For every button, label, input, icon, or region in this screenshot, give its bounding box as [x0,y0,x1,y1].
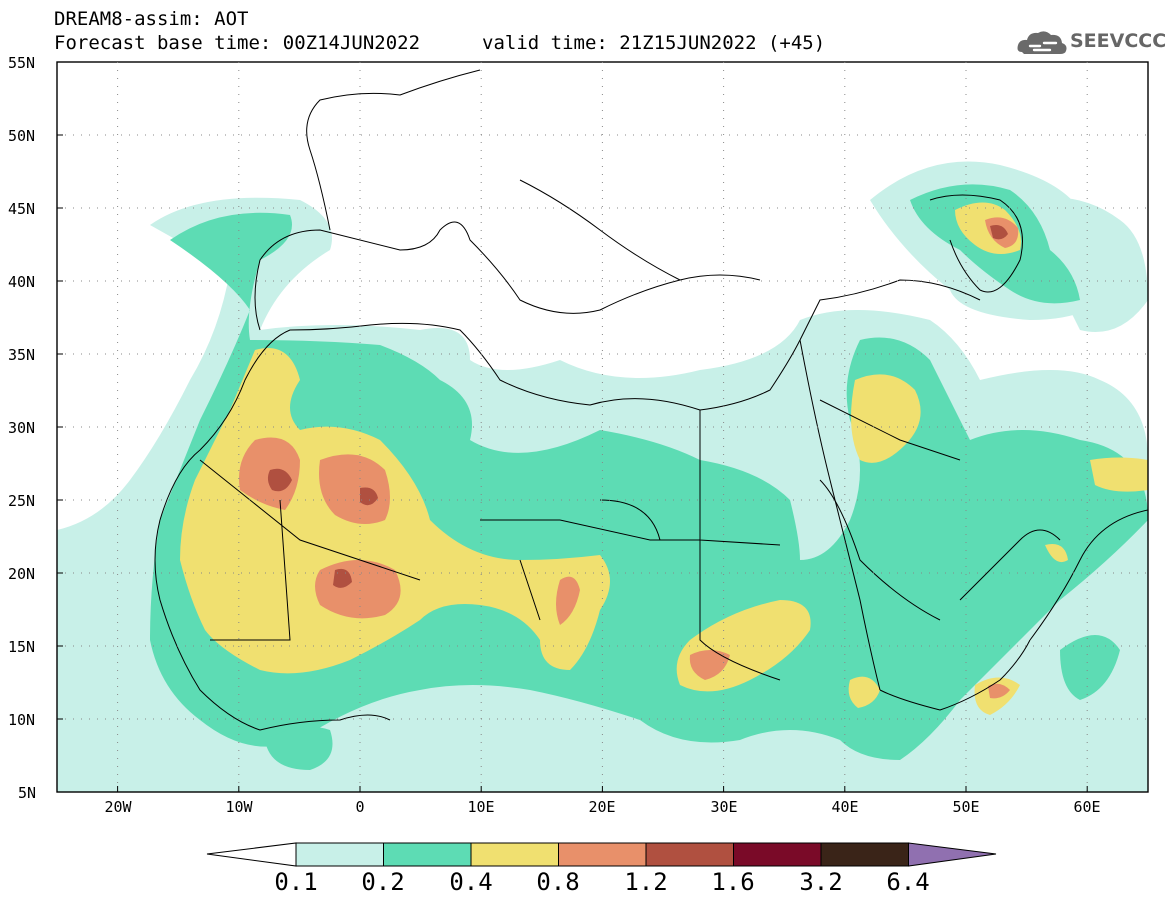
colorbar-label: 0.1 [274,868,318,896]
gridlines [57,62,1148,792]
lat-label: 15N [8,638,36,656]
lat-label: 25N [8,492,36,510]
colorbar-bin [645,842,734,867]
lon-label: 10E [467,798,495,816]
colorbar-over-triangle [908,842,997,867]
lat-label: 40N [8,273,36,291]
lon-label: 30E [710,798,738,816]
lon-label: 60E [1073,798,1101,816]
colorbar-label: 0.8 [536,868,580,896]
colorbar-label: 1.6 [711,868,755,896]
colorbar-label: 1.2 [624,868,668,896]
coastlines [154,69,1148,731]
lat-label: 50N [8,127,36,145]
colorbar-under-triangle [206,842,297,867]
colorbar-bin [383,842,472,867]
lon-label: 20E [588,798,616,816]
lat-label: 10N [8,711,36,729]
colorbar-label: 3.2 [799,868,843,896]
logo-text: SEEVCCC [1070,30,1165,52]
lat-label: 45N [8,200,36,218]
lat-label: 55N [8,54,36,72]
colorbar-label: 0.2 [361,868,405,896]
colorbar-bin [558,842,647,867]
lat-label: 5N [18,784,37,802]
lon-label: 40E [831,798,859,816]
lat-label: 20N [8,565,36,583]
lat-label: 35N [8,346,36,364]
colorbar-label: 0.4 [449,868,493,896]
valid-time: valid time: 21Z15JUN2022 (+45) [482,32,826,54]
colorbar-bin [820,842,909,867]
product-title: DREAM8-assim: AOT [54,8,249,30]
axis-ticks [57,134,1088,792]
forecast-base-time: Forecast base time: 00Z14JUN2022 [54,32,421,54]
lon-label: 0 [355,798,365,816]
colorbar-bin [470,842,559,867]
cloud-logo-icon [1017,31,1067,54]
lon-label: 20W [104,798,132,816]
colorbar [206,842,997,867]
lon-label: 50E [952,798,980,816]
lat-label: 30N [8,419,36,437]
lon-label: 10W [225,798,253,816]
colorbar-bin [295,842,384,867]
colorbar-label: 6.4 [886,868,930,896]
colorbar-bin [733,842,822,867]
